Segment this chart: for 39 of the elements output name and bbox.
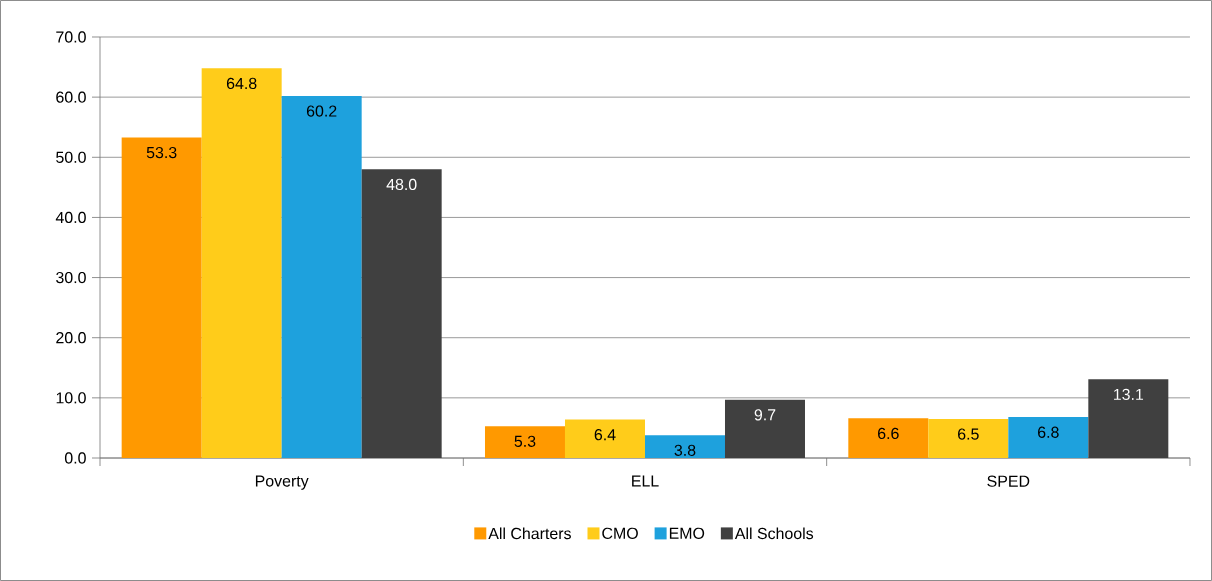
bar [121,137,202,458]
legend-label: All Charters [488,527,571,540]
y-tick-label: 70.0 [56,31,86,43]
data-label: 48.0 [386,178,417,191]
bar [201,68,282,458]
x-tick-label: SPED [987,475,1030,487]
y-tick-label: 60.0 [56,91,86,103]
legend-label: EMO [669,527,705,539]
bar [281,95,362,458]
bar [564,419,645,458]
x-tick-label: ELL [632,475,659,487]
data-label: 6.4 [594,429,616,441]
y-tick-label: 20.0 [56,332,86,344]
data-label: 60.2 [306,105,337,117]
bar [644,435,725,458]
data-label: 9.7 [754,409,776,421]
data-label: 13.1 [1114,388,1144,401]
legend-label: CMO [602,527,638,539]
x-tick-label: Poverty [255,475,309,490]
bar [848,418,929,458]
data-label: 3.8 [674,444,696,456]
data-label: 5.3 [514,435,536,447]
y-tick-label: 30.0 [56,271,86,284]
bar [361,169,442,458]
bar [484,426,565,458]
data-label: 53.3 [146,146,177,159]
data-label: 64.8 [226,77,257,90]
bar [928,418,1009,458]
data-label: 6.5 [958,428,979,440]
bar [724,399,805,458]
legend-label: All Schools [734,527,814,540]
y-tick-label: 10.0 [56,392,86,404]
data-label: 6.6 [878,427,899,440]
bar [1088,379,1169,458]
data-label: 6.8 [1038,426,1059,438]
y-tick-label: 40.0 [55,211,86,224]
y-tick-label: 0.0 [64,452,86,464]
bar [1008,417,1089,458]
y-tick-label: 50.0 [56,151,86,163]
